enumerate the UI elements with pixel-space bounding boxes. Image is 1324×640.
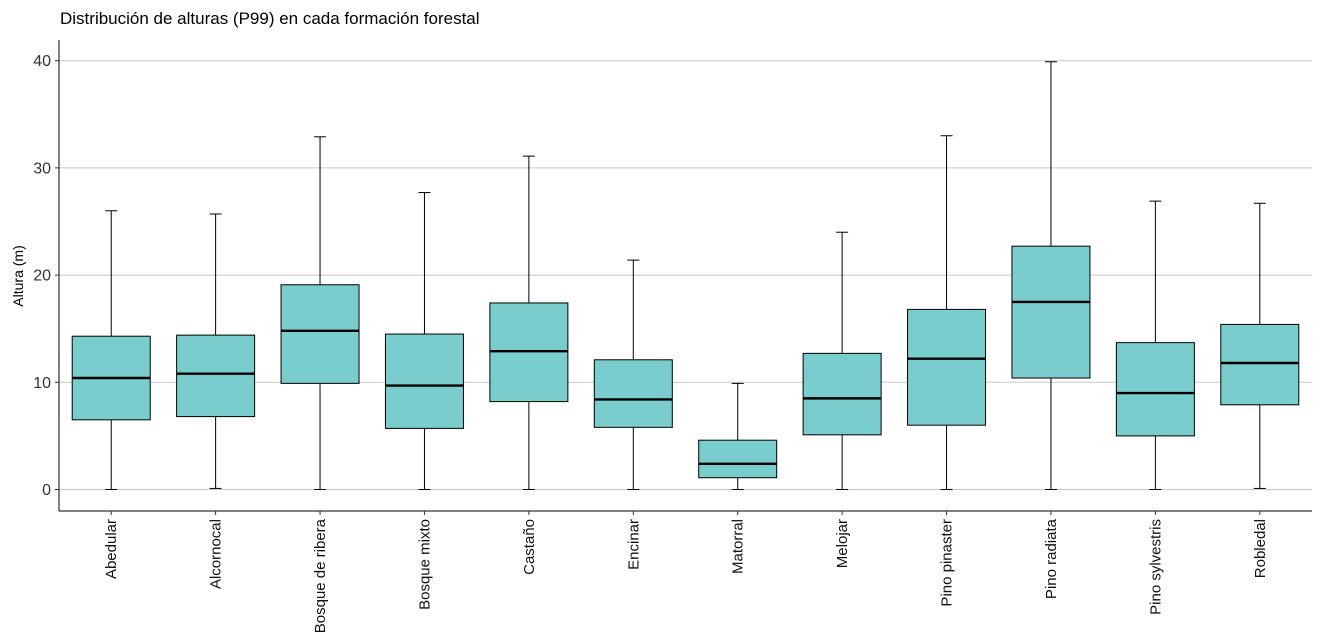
tick-labels: 0 10 20 30 40 Abedular Alcornocal Bosque de rib… [33, 53, 1269, 633]
gridlines [59, 60, 1312, 490]
box-5 [593, 259, 673, 490]
x-tick-label: Encinar [625, 519, 642, 570]
x-tick-label: Pino pinaster [939, 519, 956, 607]
y-axis-title: Altura (m) [10, 245, 26, 306]
box-11 [1220, 202, 1300, 489]
box-iqr [593, 359, 673, 428]
box-6 [698, 382, 778, 490]
box-iqr [384, 333, 464, 429]
y-tick-label: 30 [33, 160, 51, 177]
boxes [71, 61, 1300, 490]
box-iqr [280, 284, 360, 384]
box-4 [489, 155, 569, 490]
box-iqr [1220, 323, 1300, 406]
x-tick-label: Matorral [730, 519, 747, 574]
box-iqr [1011, 245, 1091, 379]
box-2 [280, 136, 360, 490]
box-3 [384, 192, 464, 490]
box-8 [907, 135, 987, 490]
y-tick-label: 40 [33, 53, 51, 70]
box-iqr [176, 334, 256, 418]
x-tick-label: Alcornocal [208, 519, 225, 589]
x-tick-label: Pino sylvestris [1147, 519, 1164, 615]
y-tick-label: 20 [33, 268, 51, 285]
chart-title: Distribución de alturas (P99) en cada fo… [60, 9, 480, 28]
y-tick-label: 10 [33, 375, 51, 392]
x-tick-label: Melojar [834, 519, 851, 568]
x-tick-label: Robledal [1252, 519, 1269, 578]
x-tick-label: Abedular [103, 519, 120, 579]
box-7 [802, 231, 882, 490]
x-tick-label: Bosque mixto [416, 519, 433, 610]
x-tick-label: Bosque de ribera [312, 518, 329, 633]
box-iqr [698, 439, 778, 479]
box-9 [1011, 61, 1091, 490]
box-10 [1115, 200, 1195, 490]
y-tick-label: 0 [42, 482, 51, 499]
box-iqr [802, 352, 882, 436]
box-0 [71, 210, 151, 490]
box-iqr [907, 308, 987, 426]
x-tick-label: Castaño [521, 519, 538, 575]
box-1 [176, 213, 256, 489]
box-iqr [1115, 342, 1195, 437]
x-tick-label: Pino radiata [1043, 518, 1060, 599]
